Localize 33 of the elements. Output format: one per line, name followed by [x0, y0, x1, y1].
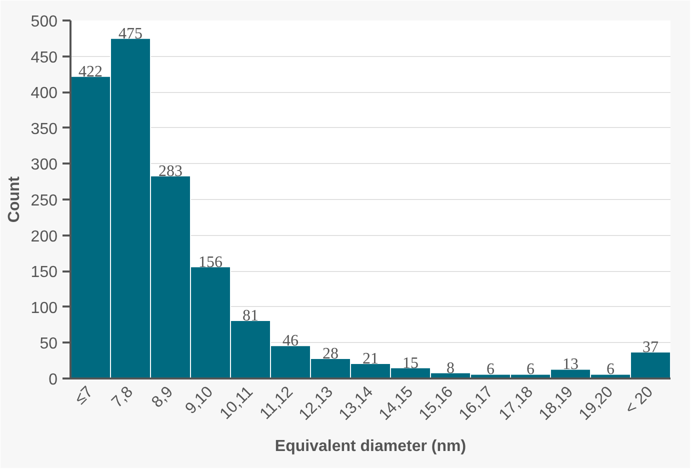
data-label: 422 [78, 63, 102, 80]
data-label: 475 [118, 25, 142, 42]
data-label: 46 [282, 332, 298, 350]
y-tick-label: 50 [40, 336, 58, 353]
data-label: 6 [606, 361, 614, 378]
data-label: 15 [402, 354, 418, 372]
data-label: 81 [242, 308, 258, 325]
x-axis-title: Equivalent diameter (nm) [274, 438, 466, 455]
data-label: 6 [486, 361, 494, 378]
data-label: 6 [526, 361, 534, 378]
data-label: 8 [446, 360, 454, 377]
x-tick-label: 8,9 [148, 383, 177, 412]
data-label: 156 [198, 254, 222, 271]
y-axis-title: Count [6, 176, 23, 223]
x-tick-label: ≤7 [72, 383, 97, 408]
y-tick-label: 100 [30, 300, 58, 317]
y-tick-label: 250 [30, 192, 58, 210]
y-tick-label: 300 [30, 156, 58, 174]
y-tick-label: 150 [30, 264, 58, 282]
y-tick-label: 500 [30, 14, 58, 30]
y-tick-label: 450 [30, 49, 58, 66]
y-tick-label: 0 [48, 372, 58, 388]
x-tick-label: 9,10 [182, 383, 217, 418]
x-tick-label: 7,8 [108, 383, 137, 412]
data-label: 28 [322, 345, 338, 362]
data-label: 13 [562, 356, 578, 374]
data-label: 37 [642, 339, 658, 356]
y-tick-label: 200 [30, 228, 58, 246]
data-label: 283 [158, 162, 182, 180]
x-tick-label: < 20 [622, 383, 657, 418]
y-tick-label: 400 [30, 85, 58, 102]
data-label: 21 [362, 350, 378, 368]
y-tick-label: 350 [30, 120, 58, 138]
